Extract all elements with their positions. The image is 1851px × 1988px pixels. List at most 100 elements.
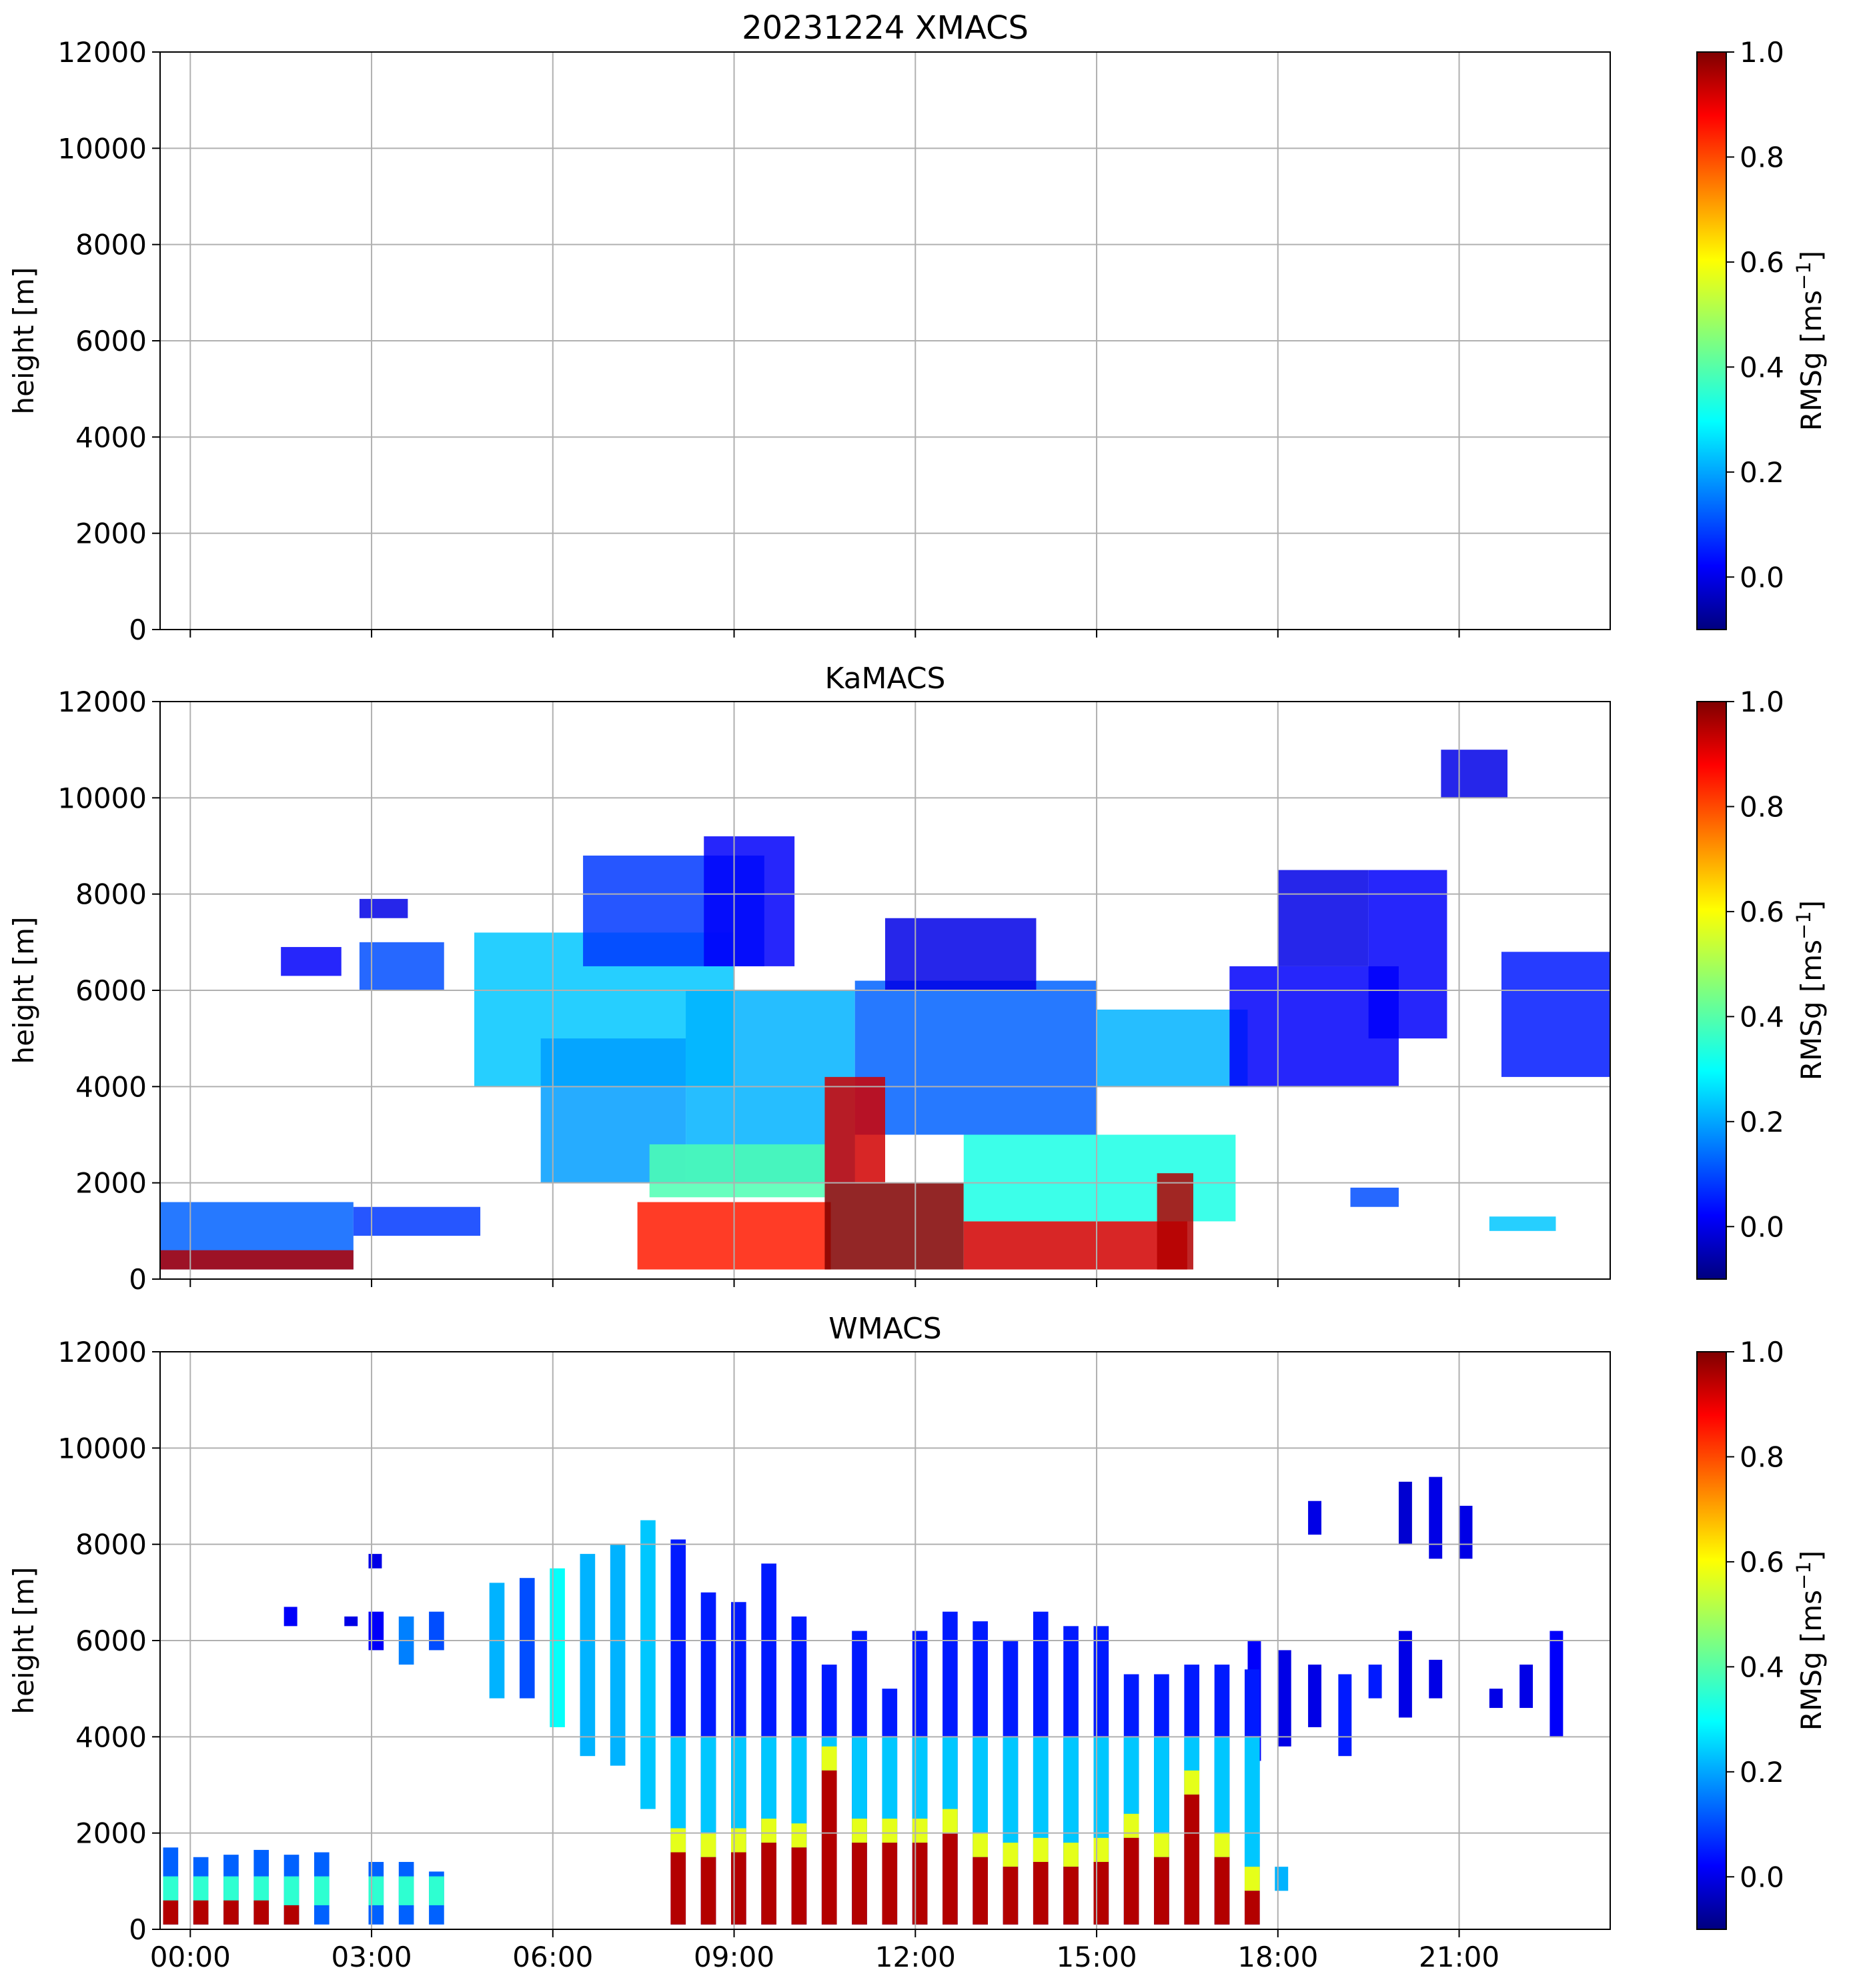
grid-lines <box>160 51 1610 630</box>
data-stripe <box>1489 1689 1503 1709</box>
y-tick-label: 10000 <box>57 782 147 814</box>
data-stripe <box>731 1828 746 1853</box>
data-stripe <box>1398 1631 1412 1718</box>
data-stripe <box>1429 1476 1443 1559</box>
data-stripe <box>912 1819 928 1843</box>
data-region <box>649 1144 825 1198</box>
data-stripe <box>1550 1631 1564 1737</box>
y-tick-label: 10000 <box>57 1432 147 1464</box>
data-stripe <box>912 1843 928 1925</box>
data-stripe <box>283 1876 299 1905</box>
x-tick-label: 09:00 <box>694 1941 774 1973</box>
data-stripe <box>761 1843 776 1925</box>
data-region <box>1368 870 1447 1039</box>
data-region <box>1489 1216 1556 1231</box>
data-region <box>1097 1009 1248 1087</box>
data-stripe <box>973 1737 988 1857</box>
data-stripe <box>1154 1737 1169 1857</box>
data-stripe <box>344 1616 358 1627</box>
colorbar-tick-label: 0.4 <box>1740 1651 1784 1683</box>
data-stripe <box>640 1520 656 1809</box>
y-axis-label: height [m] <box>7 917 40 1064</box>
data-stripe <box>852 1737 867 1843</box>
y-tick-label: 6000 <box>75 974 147 1007</box>
data-region <box>824 1076 885 1183</box>
data-stripe <box>700 1737 716 1857</box>
data-stripe <box>429 1611 444 1651</box>
colorbar-gradient <box>1696 1351 1727 1930</box>
data-stripe <box>1093 1861 1109 1925</box>
colorbar-gradient <box>1696 701 1727 1280</box>
data-stripe <box>1275 1867 1289 1891</box>
data-stripe <box>1214 1857 1230 1925</box>
colorbar-tick-label: 0.8 <box>1740 141 1784 173</box>
y-tick-label: 2000 <box>75 1167 147 1200</box>
data-stripe <box>761 1819 776 1843</box>
x-axis <box>189 630 1460 638</box>
colorbar-gradient <box>1696 51 1727 630</box>
colorbar-tick-label: 1.0 <box>1740 36 1784 69</box>
data-stripe <box>163 1900 179 1925</box>
data-region <box>963 1221 1187 1270</box>
data-stripe <box>1214 1737 1230 1857</box>
data-region <box>824 1182 964 1270</box>
data-region <box>1501 952 1610 1077</box>
data-stripe <box>1429 1659 1443 1699</box>
data-stripe <box>973 1833 988 1857</box>
data-stripe <box>1123 1737 1139 1838</box>
data-stripe <box>1184 1770 1200 1795</box>
data-stripe <box>283 1905 299 1925</box>
colorbar-tick-label: 0.8 <box>1740 1440 1784 1473</box>
data-stripe <box>1033 1737 1049 1862</box>
colorbar-tick-label: 0.6 <box>1740 1546 1784 1579</box>
y-axis-label: height [m] <box>7 267 40 415</box>
data-stripe <box>1003 1737 1019 1867</box>
data-stripe <box>163 1876 179 1905</box>
data-stripe <box>223 1900 239 1925</box>
colorbar-tick-label: 0.0 <box>1740 561 1784 594</box>
y-tick-label: 8000 <box>75 1529 147 1561</box>
x-tick-label: 12:00 <box>875 1941 956 1973</box>
data-stripe <box>1003 1867 1019 1925</box>
data-stripe <box>398 1876 414 1905</box>
data-stripe <box>253 1876 269 1905</box>
data-stripe <box>943 1809 958 1833</box>
data-stripe <box>670 1852 686 1925</box>
panel-title: 20231224 XMACS <box>742 9 1029 47</box>
data-stripe <box>700 1833 716 1857</box>
data-stripe <box>1244 1891 1260 1925</box>
data-region <box>704 836 795 966</box>
x-tick-label: 03:00 <box>332 1941 412 1973</box>
colorbar-tick-label: 0.6 <box>1740 246 1784 279</box>
data-stripe <box>368 1611 384 1651</box>
data-stripe <box>1003 1843 1019 1867</box>
y-tick-label: 12000 <box>57 1336 147 1368</box>
data-stripe <box>1277 1650 1291 1747</box>
colorbar-tick-label: 0.2 <box>1740 1106 1784 1138</box>
data-stripe <box>193 1900 209 1925</box>
data-region <box>963 1134 1236 1222</box>
data-stripe <box>1519 1665 1533 1709</box>
x-tick-label: 21:00 <box>1419 1941 1499 1973</box>
data-stripe <box>1398 1481 1412 1545</box>
data-stripe <box>610 1544 626 1766</box>
data-stripe <box>821 1770 837 1925</box>
colorbar: 0.0 0.2 0.4 0.6 0.8 1.0 RMSg [ms−1] <box>1696 36 1828 630</box>
data-stripe <box>1063 1737 1079 1867</box>
data-stripe <box>943 1833 958 1925</box>
data-stripe <box>223 1876 239 1905</box>
y-axis: 0 2000 4000 6000 8000 10000 12000 <box>57 36 160 646</box>
data-stripe <box>1244 1737 1260 1891</box>
colorbar-label: RMSg [ms−1] <box>1792 1551 1828 1731</box>
colorbar-label: RMSg [ms−1] <box>1792 900 1828 1080</box>
colorbar-ticks: 0.0 0.2 0.4 0.6 0.8 1.0 <box>1726 36 1784 594</box>
data-stripe <box>1093 1837 1109 1862</box>
data-region <box>1441 750 1508 798</box>
data-region <box>1277 870 1369 966</box>
data-stripe <box>821 1746 837 1771</box>
data-region <box>353 1206 481 1236</box>
colorbar-label: RMSg [ms−1] <box>1792 251 1828 431</box>
x-tick-label: 18:00 <box>1237 1941 1318 1973</box>
data-stripe <box>429 1876 444 1905</box>
y-axis-label: height [m] <box>7 1567 40 1715</box>
